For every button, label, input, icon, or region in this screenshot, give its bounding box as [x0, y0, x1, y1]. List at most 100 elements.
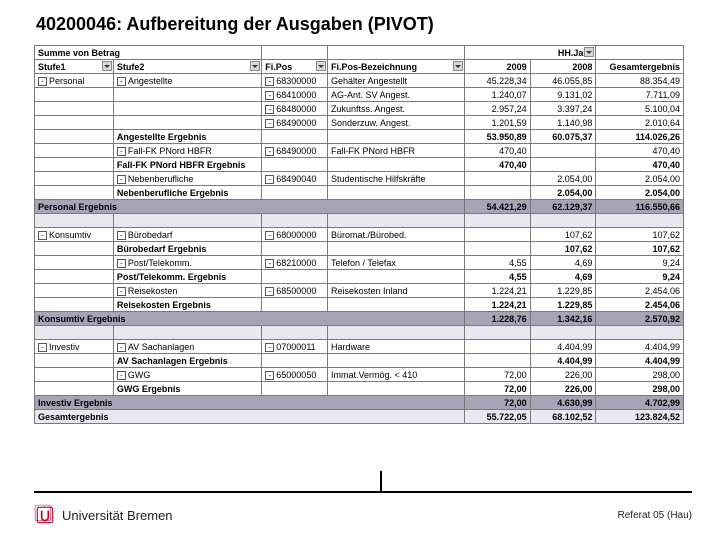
cell-value: 62.129,37 [530, 200, 596, 214]
collapse-toggle-icon[interactable]: - [265, 119, 274, 128]
header-fipos[interactable]: Fi.Pos [262, 60, 328, 74]
chevron-down-icon[interactable] [316, 61, 326, 71]
collapse-toggle-icon[interactable]: - [38, 231, 47, 240]
cell-bezeichnung: Immat.Vermög. < 410 [328, 368, 465, 382]
collapse-toggle-icon[interactable]: - [117, 343, 126, 352]
cell-fipos [262, 326, 328, 340]
cell-value: 2.454,06 [596, 284, 684, 298]
table-row: Post/Telekomm. Ergebnis4,554,699,24 [35, 270, 684, 284]
collapse-toggle-icon[interactable]: - [117, 287, 126, 296]
cell-fipos: -68480000 [262, 102, 328, 116]
logo-wrap: Universität Bremen [34, 504, 173, 526]
cell-value [464, 186, 530, 200]
cell-value: 2.054,00 [596, 172, 684, 186]
cell-value: 470,40 [464, 144, 530, 158]
cell-value: 68.102,52 [530, 410, 596, 424]
cell-stufe1 [35, 144, 114, 158]
cell-stufe2: -AV Sachanlagen [113, 340, 261, 354]
table-row: Bürobedarf Ergebnis107,62107,62 [35, 242, 684, 256]
cell-bezeichnung [328, 158, 465, 172]
cell-value: 4,55 [464, 270, 530, 284]
chevron-down-icon[interactable] [453, 61, 463, 71]
chevron-down-icon[interactable] [250, 61, 260, 71]
cell-fipos: -68300000 [262, 74, 328, 88]
cell-bezeichnung: AG-Ant. SV Angest. [328, 88, 465, 102]
cell-fipos [262, 354, 328, 368]
row-label: Konsumtiv Ergebnis [35, 312, 465, 326]
cell-fipos: -68490000 [262, 116, 328, 130]
table-row: Reisekosten Ergebnis1.224,211.229,852.45… [35, 298, 684, 312]
cell-value: 114.026,26 [596, 130, 684, 144]
collapse-toggle-icon[interactable]: - [117, 231, 126, 240]
collapse-toggle-icon[interactable]: - [265, 105, 274, 114]
collapse-toggle-icon[interactable]: - [117, 77, 126, 86]
cell-bezeichnung [328, 354, 465, 368]
cell-value: 1.224,21 [464, 284, 530, 298]
table-row: Personal Ergebnis54.421,2962.129,37116.5… [35, 200, 684, 214]
collapse-toggle-icon[interactable]: - [265, 287, 274, 296]
table-row: AV Sachanlagen Ergebnis4.404,994.404,99 [35, 354, 684, 368]
collapse-toggle-icon[interactable]: - [265, 77, 274, 86]
cell-value: 4.404,99 [530, 340, 596, 354]
cell-value: 2.010,64 [596, 116, 684, 130]
cell-value: 1.224,21 [464, 298, 530, 312]
header-bez[interactable]: Fi.Pos-Bezeichnung [328, 60, 465, 74]
cell-value: 2.570,92 [596, 312, 684, 326]
cell-stufe2: -Post/Telekomm. [113, 256, 261, 270]
collapse-toggle-icon[interactable]: - [265, 259, 274, 268]
cell-value: 4.702,99 [596, 396, 684, 410]
collapse-toggle-icon[interactable]: - [38, 77, 47, 86]
cell-value: 5.100,04 [596, 102, 684, 116]
cell-bezeichnung: Reisekosten Inland [328, 284, 465, 298]
uni-bremen-logo-icon [34, 504, 56, 526]
cell-stufe2: -Angestellte [113, 74, 261, 88]
cell-value: 2.054,00 [596, 186, 684, 200]
cell-stufe1: -Personal [35, 74, 114, 88]
header-stufe2[interactable]: Stufe2 [113, 60, 261, 74]
chevron-down-icon[interactable] [102, 61, 112, 71]
table-row: -Investiv-AV Sachanlagen-07000011Hardwar… [35, 340, 684, 354]
collapse-toggle-icon[interactable]: - [265, 231, 274, 240]
cell-value: 1.240,07 [464, 88, 530, 102]
table-row [35, 326, 684, 340]
cell-value: 226,00 [530, 382, 596, 396]
collapse-toggle-icon[interactable]: - [265, 371, 274, 380]
empty-cell [262, 46, 328, 60]
cell-bezeichnung [328, 270, 465, 284]
header-stufe1[interactable]: Stufe1 [35, 60, 114, 74]
collapse-toggle-icon[interactable]: - [265, 147, 274, 156]
cell-value: 3.397,24 [530, 102, 596, 116]
cell-value: 4.404,99 [596, 354, 684, 368]
collapse-toggle-icon[interactable]: - [265, 343, 274, 352]
cell-value: 4,55 [464, 256, 530, 270]
collapse-toggle-icon[interactable]: - [117, 175, 126, 184]
chevron-down-icon[interactable] [584, 47, 594, 57]
cell-value [464, 354, 530, 368]
cell-stufe2: Bürobedarf Ergebnis [113, 242, 261, 256]
cell-value [530, 326, 596, 340]
cell-value [464, 172, 530, 186]
collapse-toggle-icon[interactable]: - [117, 259, 126, 268]
separator-line [34, 491, 692, 493]
cell-stufe2: -Bürobedarf [113, 228, 261, 242]
collapse-toggle-icon[interactable]: - [265, 175, 274, 184]
header-hhjahr[interactable]: HH.Jahr [464, 46, 595, 60]
referat-label: Referat 05 (Hau) [618, 510, 692, 521]
cell-fipos [262, 270, 328, 284]
page-title: 40200046: Aufbereitung der Ausgaben (PIV… [0, 0, 720, 45]
collapse-toggle-icon[interactable]: - [117, 147, 126, 156]
cell-stufe1 [35, 172, 114, 186]
cell-value: 7.711,09 [596, 88, 684, 102]
row-label: Personal Ergebnis [35, 200, 465, 214]
cell-value: 88.354,49 [596, 74, 684, 88]
collapse-toggle-icon[interactable]: - [117, 371, 126, 380]
cell-stufe1 [35, 116, 114, 130]
cell-fipos [262, 158, 328, 172]
pivot-header: Summe von Betrag HH.Jahr Stufe1 Stufe2 F… [35, 46, 684, 74]
collapse-toggle-icon[interactable]: - [265, 91, 274, 100]
collapse-toggle-icon[interactable]: - [38, 343, 47, 352]
cell-stufe1 [35, 298, 114, 312]
empty-cell [328, 46, 465, 60]
cell-fipos [262, 242, 328, 256]
cell-bezeichnung: Hardware [328, 340, 465, 354]
